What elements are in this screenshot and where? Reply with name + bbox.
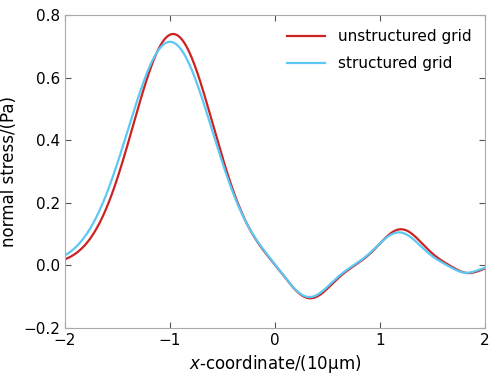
structured grid bbox=[223, 171, 229, 176]
unstructured grid bbox=[242, 216, 248, 221]
Legend: unstructured grid, structured grid: unstructured grid, structured grid bbox=[281, 23, 477, 77]
unstructured grid bbox=[62, 257, 68, 262]
Line: structured grid: structured grid bbox=[65, 42, 485, 297]
structured grid bbox=[242, 217, 248, 221]
structured grid bbox=[62, 253, 68, 258]
unstructured grid bbox=[482, 266, 488, 271]
structured grid bbox=[474, 268, 480, 273]
structured grid bbox=[306, 295, 312, 299]
unstructured grid bbox=[429, 251, 435, 255]
unstructured grid bbox=[170, 32, 176, 36]
structured grid bbox=[135, 96, 141, 101]
structured grid bbox=[482, 266, 488, 270]
structured grid bbox=[110, 174, 116, 179]
unstructured grid bbox=[135, 107, 141, 111]
structured grid bbox=[429, 253, 435, 258]
Line: unstructured grid: unstructured grid bbox=[65, 34, 485, 298]
unstructured grid bbox=[474, 269, 480, 274]
Y-axis label: normal stress/(Pa): normal stress/(Pa) bbox=[0, 96, 18, 247]
unstructured grid bbox=[223, 167, 229, 172]
unstructured grid bbox=[110, 189, 116, 194]
structured grid bbox=[167, 40, 173, 44]
X-axis label: $x$-coordinate/(10μm): $x$-coordinate/(10μm) bbox=[189, 353, 361, 375]
unstructured grid bbox=[308, 296, 314, 301]
